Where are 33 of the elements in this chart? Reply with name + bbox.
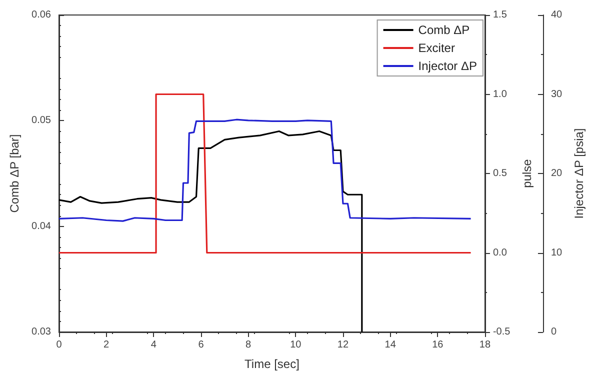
y2-tick-label: 0.0 xyxy=(492,247,508,258)
line-series xyxy=(58,130,363,333)
legend-label: Exciter xyxy=(418,41,455,55)
legend-label: Comb ΔP xyxy=(418,23,470,37)
y3-tick-label: 30 xyxy=(550,88,563,100)
y3-tick-label: 20 xyxy=(550,168,563,179)
y2-tick-label: 1.5 xyxy=(492,10,508,20)
x-tick-label: 10 xyxy=(290,340,302,350)
x-tick-label: 2 xyxy=(104,340,110,350)
x-tick-label: 18 xyxy=(479,340,491,350)
x-tick-label: 6 xyxy=(198,340,204,350)
x-tick-label: 0 xyxy=(56,340,62,350)
x-axis-title: Time [sec] xyxy=(244,357,300,371)
y-tick-label: 0.05 xyxy=(32,115,52,126)
y-tick-label: 0.04 xyxy=(32,220,52,232)
y2-tick-label: -0.5 xyxy=(492,326,511,338)
y2-axis-title: pulse xyxy=(520,158,534,188)
x-tick-label: 8 xyxy=(246,340,252,350)
y-tick-label: 0.03 xyxy=(32,326,52,338)
y2-tick-label: 0.5 xyxy=(492,168,508,179)
y3-tick-label: 10 xyxy=(550,247,563,258)
x-tick-label: 14 xyxy=(384,340,396,350)
y3-axis-title: Injector ΔP [psia] xyxy=(572,128,586,219)
y-tick-label: 0.06 xyxy=(32,10,52,20)
line-series xyxy=(58,118,472,222)
y-axis-title: Comb ΔP [bar] xyxy=(8,134,22,213)
x-tick-label: 12 xyxy=(337,340,349,350)
y3-tick-label: 0 xyxy=(550,326,557,338)
x-tick-label: 16 xyxy=(432,340,444,350)
legend-label: Injector ΔP xyxy=(418,59,478,73)
y2-tick-label: 1.0 xyxy=(492,88,508,100)
x-tick-label: 4 xyxy=(150,340,157,350)
y3-tick-label: 40 xyxy=(550,10,563,20)
